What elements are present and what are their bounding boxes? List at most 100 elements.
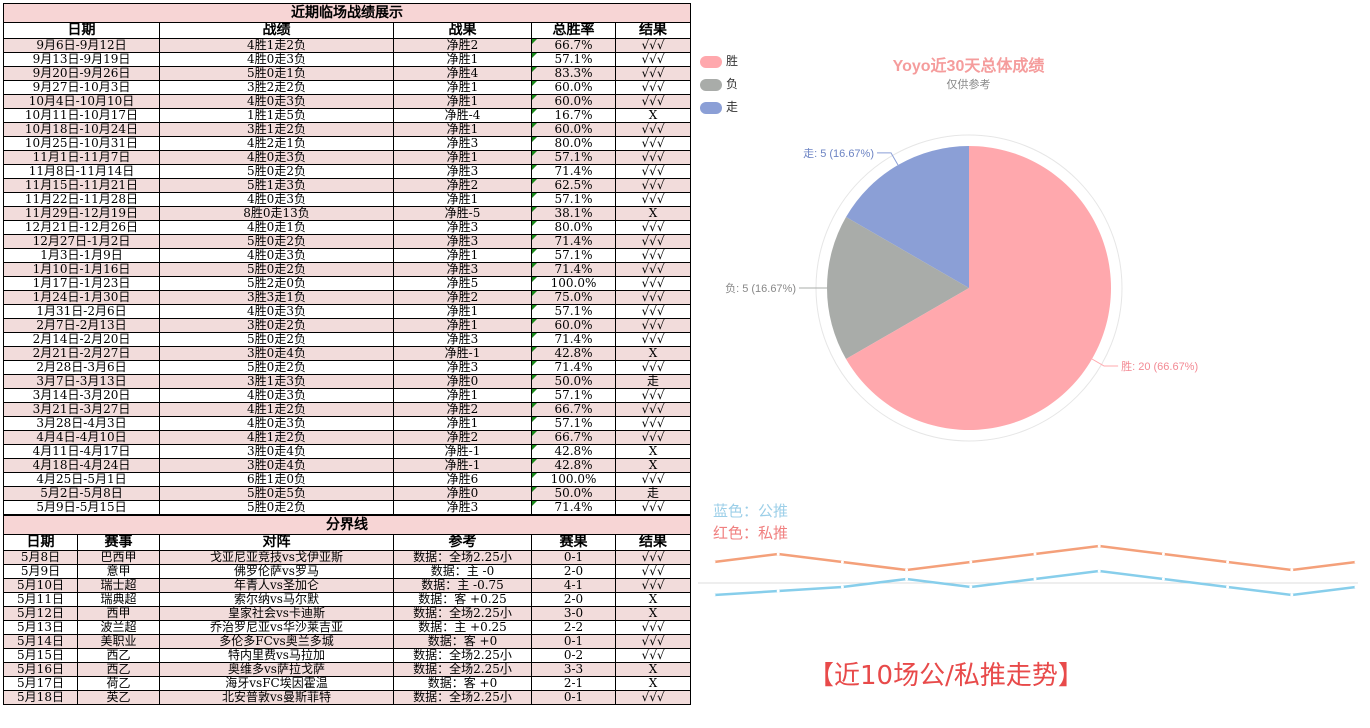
rec-cell: 意甲 <box>77 564 160 579</box>
legend-item-draw[interactable]: 走 <box>700 98 738 115</box>
trend-line-private <box>713 544 1357 572</box>
record-cell: 62.5% <box>531 178 616 193</box>
trend-point <box>776 589 780 593</box>
record-cell: X <box>614 346 692 361</box>
table-row: 5月9日-5月15日 5胜0走2负 净胜3 71.4% √√√ <box>3 500 692 515</box>
record-cell: 42.8% <box>531 346 616 361</box>
record-cell: X <box>614 108 692 123</box>
record-cell: 5月2日-5月8日 <box>3 486 160 501</box>
record-cell: 2月14日-2月20日 <box>3 332 160 347</box>
rec-cell: 乔治罗尼亚vs华沙莱吉亚 <box>159 620 394 635</box>
record-cell: 5月9日-5月15日 <box>3 500 160 515</box>
rec-cell: 戈亚尼亚竞技vs戈伊亚斯 <box>159 550 394 565</box>
record-cell: 净胜3 <box>393 332 532 347</box>
record-cell: 3胜0走4负 <box>159 346 394 361</box>
record-cell: √√√ <box>614 220 692 235</box>
record-cell: 净胜0 <box>393 486 532 501</box>
rec-cell: X <box>614 662 692 677</box>
record-header-cell: 结果 <box>614 22 692 39</box>
table-row: 10月18日-10月24日 3胜1走2负 净胜1 60.0% √√√ <box>3 122 692 137</box>
trend-point <box>1097 544 1101 548</box>
table-row: 10月4日-10月10日 4胜0走3负 净胜1 60.0% √√√ <box>3 94 692 109</box>
record-cell: 4胜0走3负 <box>159 304 394 319</box>
table-row: 1月24日-1月30日 3胜3走1负 净胜2 75.0% √√√ <box>3 290 692 305</box>
rec-cell: √√√ <box>614 690 692 705</box>
record-cell: 3月21日-3月27日 <box>3 402 160 417</box>
table-row: 3月21日-3月27日 4胜1走2负 净胜2 66.7% √√√ <box>3 402 692 417</box>
rec-cell: 数据：全场2.25小 <box>393 662 532 677</box>
pie-slice-loss[interactable] <box>827 217 969 359</box>
record-cell: 净胜1 <box>393 388 532 403</box>
record-cell: 5胜0走2负 <box>159 164 394 179</box>
record-header-cell: 日期 <box>3 22 160 39</box>
rec-cell: √√√ <box>614 550 692 565</box>
record-cell: 8胜0走13负 <box>159 206 394 221</box>
rec-cell: 索尔纳vs马尔默 <box>159 592 394 607</box>
trend-chart <box>698 544 1358 597</box>
record-cell: √√√ <box>614 234 692 249</box>
table-row: 5月2日-5月8日 5胜0走5负 净胜0 50.0% 走 <box>3 486 692 501</box>
table-row: 9月13日-9月19日 4胜0走3负 净胜1 57.1% √√√ <box>3 52 692 67</box>
record-cell: 9月13日-9月19日 <box>3 52 160 67</box>
rec-cell: 数据：全场2.25小 <box>393 690 532 705</box>
rec-cell: 西甲 <box>77 606 160 621</box>
record-cell: 净胜3 <box>393 360 532 375</box>
record-cell: 1月24日-1月30日 <box>3 290 160 305</box>
record-cell: 42.8% <box>531 444 616 459</box>
record-cell: 71.4% <box>531 500 616 515</box>
record-cell: 80.0% <box>531 220 616 235</box>
record-cell: √√√ <box>614 332 692 347</box>
record-cell: 3月7日-3月13日 <box>3 374 160 389</box>
record-cell: 3胜1走2负 <box>159 122 394 137</box>
legend-label: 走 <box>726 100 739 114</box>
trend-point <box>712 593 716 597</box>
rec-cell: 2-2 <box>531 620 616 635</box>
record-cell: 2月28日-3月6日 <box>3 360 160 375</box>
record-cell: 5胜0走2负 <box>159 500 394 515</box>
record-cell: 4胜0走3负 <box>159 416 394 431</box>
record-cell: 4胜0走3负 <box>159 150 394 165</box>
record-cell: 75.0% <box>531 290 616 305</box>
record-cell: 净胜1 <box>393 80 532 95</box>
record-cell: 4胜0走3负 <box>159 248 394 263</box>
record-cell: 5胜0走2负 <box>159 360 394 375</box>
record-cell: 4月25日-5月1日 <box>3 472 160 487</box>
record-cell: 4月11日-4月17日 <box>3 444 160 459</box>
trend-legend-private: 红色：私推 <box>713 524 789 542</box>
record-cell: 57.1% <box>531 304 616 319</box>
record-cell: 3胜3走1负 <box>159 290 394 305</box>
record-cell: 66.7% <box>531 430 616 445</box>
trend-point <box>1354 560 1358 564</box>
record-cell: √√√ <box>614 122 692 137</box>
rec-cell: 数据：客 +0 <box>393 676 532 691</box>
legend-item-win[interactable]: 胜 <box>700 52 738 69</box>
table-row: 5月10日 瑞士超 年青人vs圣加仑 数据：主 -0.75 4-1 √√√ <box>3 578 692 593</box>
record-cell: 净胜3 <box>393 164 532 179</box>
record-cell: 净胜-5 <box>393 206 532 221</box>
pie-data-label: 胜: 20 (66.67%) <box>1121 359 1198 373</box>
pie-slice-draw[interactable] <box>846 146 969 288</box>
pie-slice-win[interactable] <box>846 146 1111 430</box>
rec-cell: 0-1 <box>531 634 616 649</box>
record-cell: 5胜0走2负 <box>159 262 394 277</box>
table-row: 5月15日 西乙 特内里费vs马拉加 数据：全场2.25小 0-2 √√√ <box>3 648 692 663</box>
table-row: 5月17日 荷乙 海牙vsFC埃因霍温 数据：客 +0 2-1 X <box>3 676 692 691</box>
table-row: 1月3日-1月9日 4胜0走3负 净胜1 57.1% √√√ <box>3 248 692 263</box>
record-cell: 3月28日-4月3日 <box>3 416 160 431</box>
record-cell: √√√ <box>614 262 692 277</box>
record-cell: 100.0% <box>531 472 616 487</box>
record-cell: 3月14日-3月20日 <box>3 388 160 403</box>
record-cell: √√√ <box>614 304 692 319</box>
table-row: 12月27日-1月2日 5胜0走2负 净胜3 71.4% √√√ <box>3 234 692 249</box>
record-cell: 净胜6 <box>393 472 532 487</box>
record-cell: 57.1% <box>531 52 616 67</box>
legend-item-loss[interactable]: 负 <box>700 75 738 92</box>
record-cell: 3胜2走2负 <box>159 80 394 95</box>
record-cell: 净胜-1 <box>393 458 532 473</box>
trend-legend-public: 蓝色：公推 <box>713 502 789 520</box>
record-cell: 2月21日-2月27日 <box>3 346 160 361</box>
record-cell: 16.7% <box>531 108 616 123</box>
pie-label-line <box>1091 358 1119 367</box>
trend-point <box>712 560 716 564</box>
rec-cell: 5月10日 <box>3 578 78 593</box>
